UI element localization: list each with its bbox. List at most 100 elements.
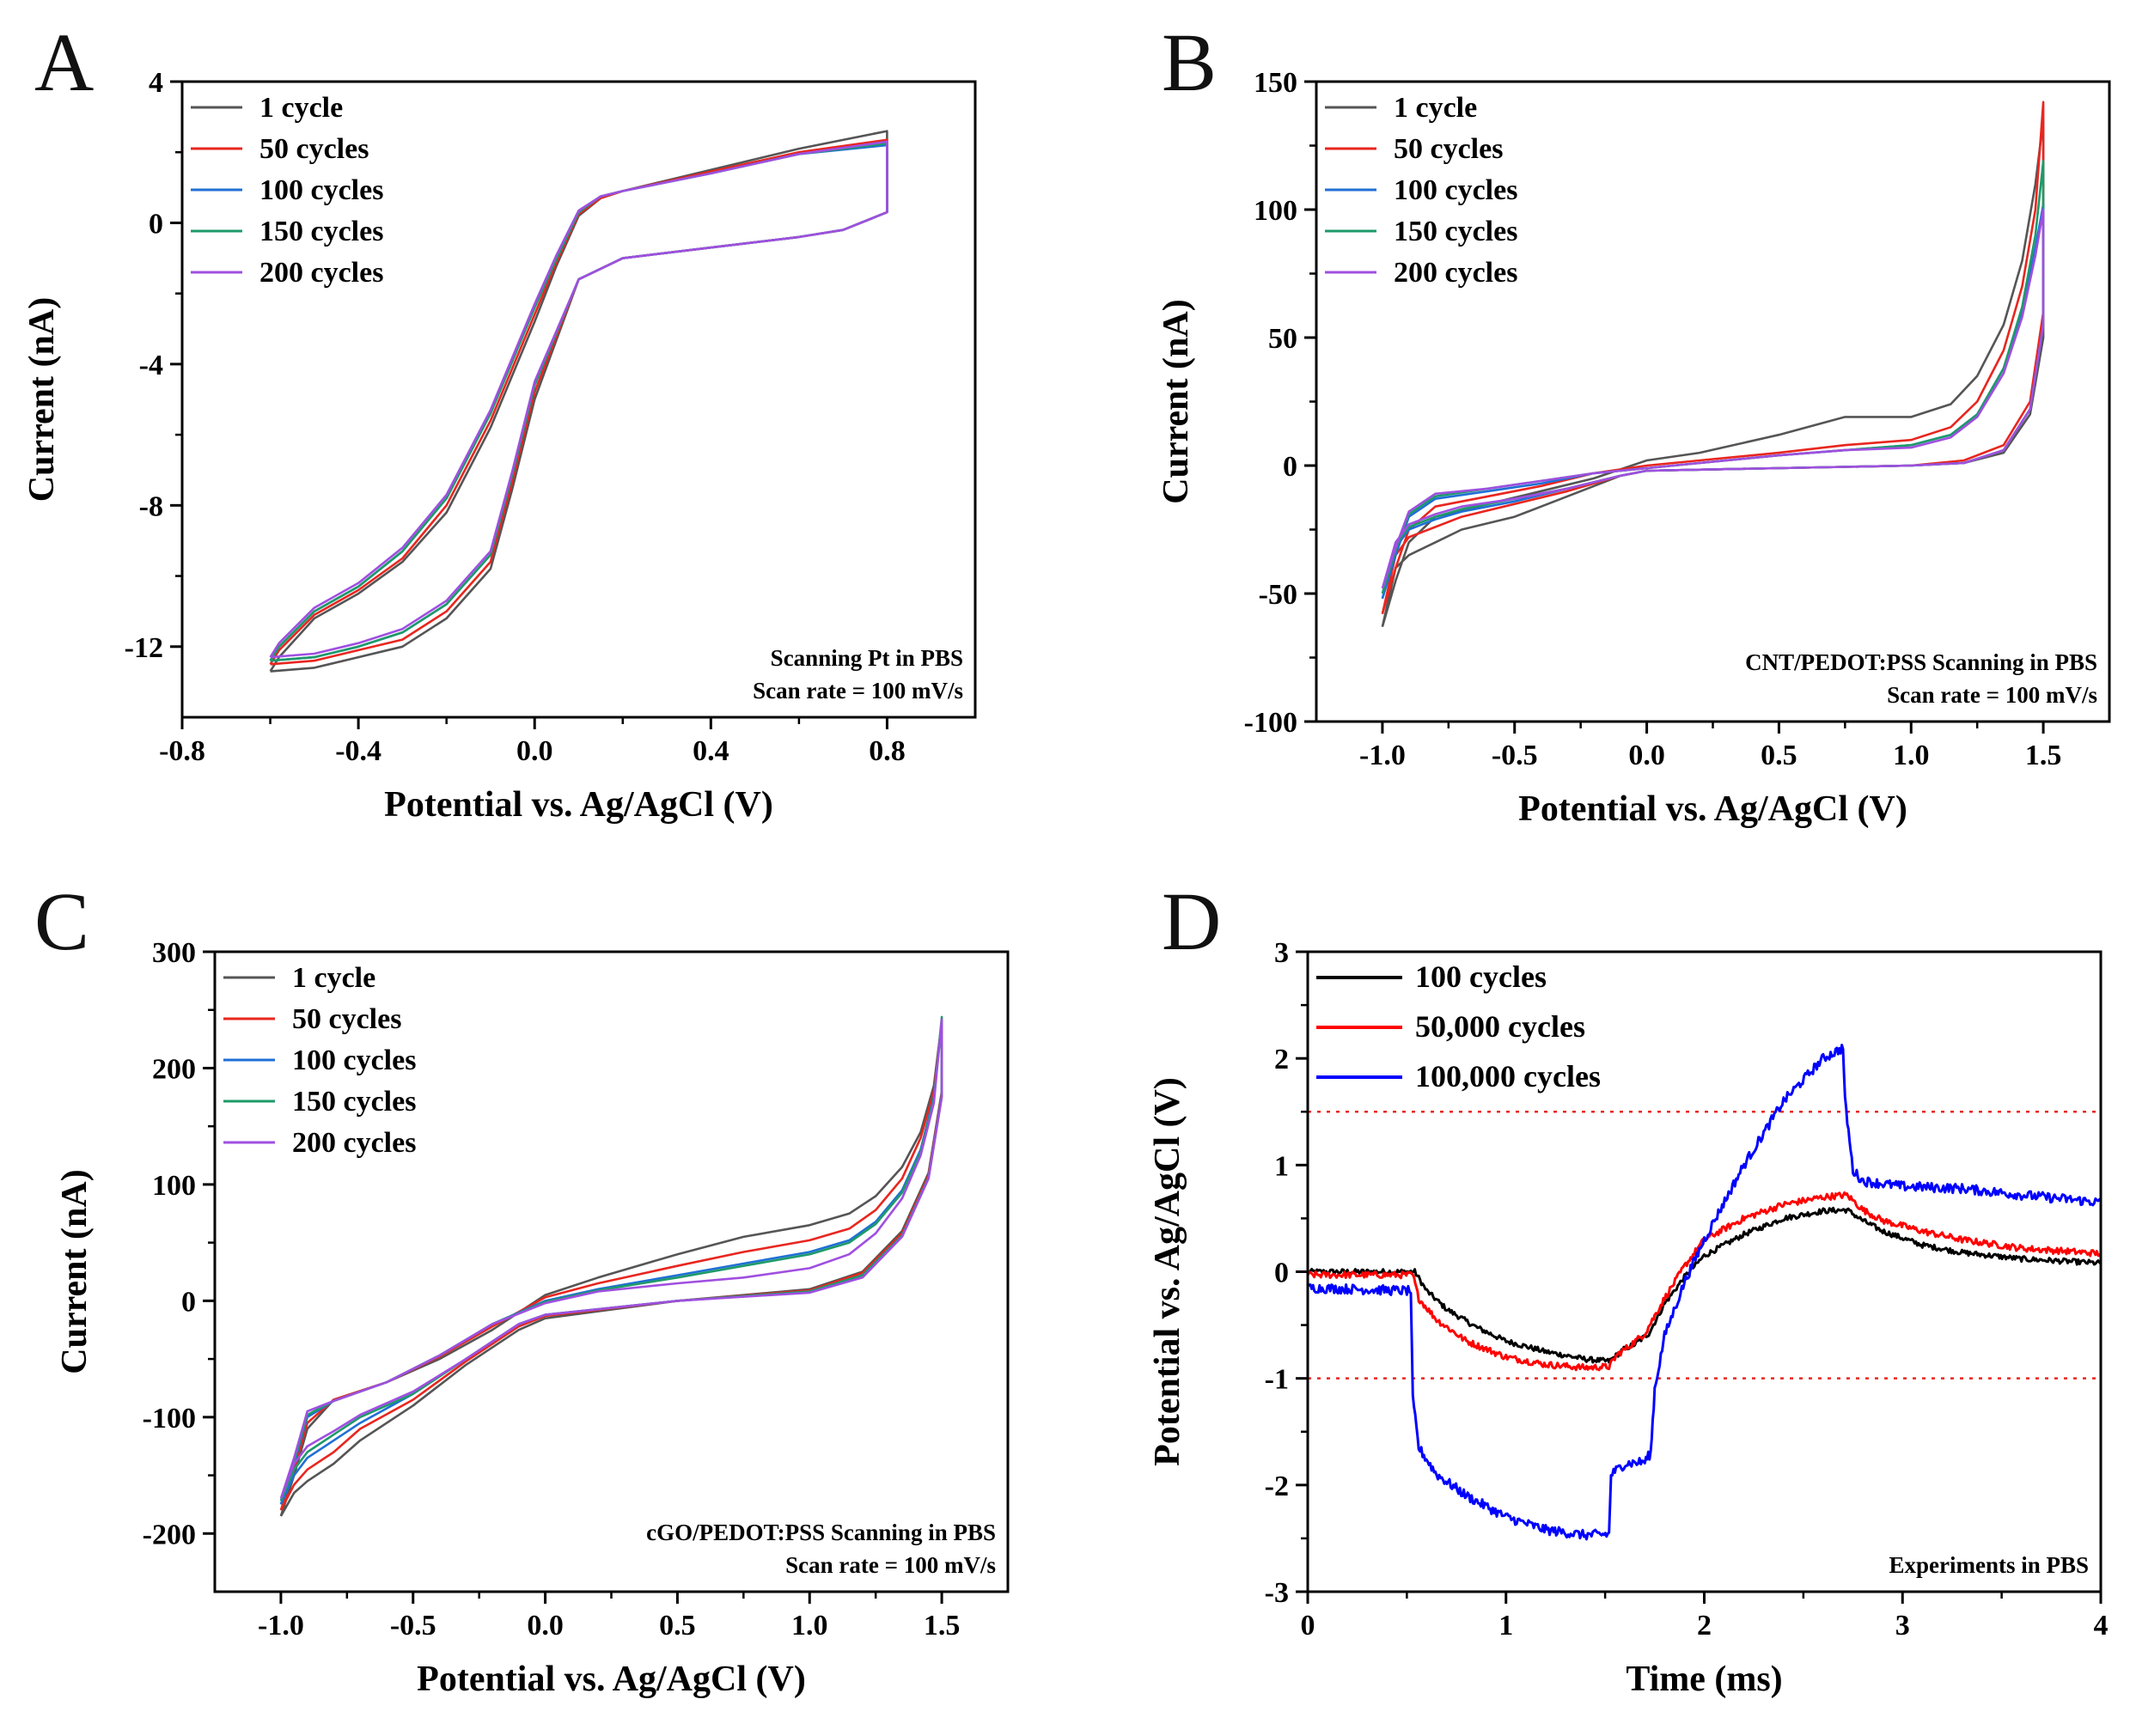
legend-label-b-4: 200 cycles — [1394, 257, 1517, 289]
legend-label-b-1: 50 cycles — [1394, 133, 1503, 165]
panel-b: -1.0 -0.5 0.0 0.5 1.0 1.5 -100 -50 0 50 100 150 Pote… — [1157, 67, 2111, 829]
panel-d: 0 1 2 3 4 -3 -2 -1 0 1 2 3 Time (ms) Potential vs. Ag… — [1148, 937, 2109, 1699]
y-tick-label-b-4: 100 — [1254, 195, 1297, 227]
x-tick-label-a-0: -0.8 — [159, 735, 205, 767]
x-tick-label-b-0: -1.0 — [1359, 740, 1406, 771]
y-tick-label-b-3: 50 — [1268, 323, 1297, 355]
annotation-d-0: Experiments in PBS — [1889, 1552, 2089, 1578]
legend-d: 100 cycles 50,000 cycles 100,000 cycles — [1316, 959, 1601, 1093]
y-tick-label-d-0: -3 — [1265, 1577, 1289, 1609]
y-tick-label-a-1: -8 — [139, 490, 163, 522]
legend-label-d-2: 100,000 cycles — [1415, 1059, 1601, 1093]
annotation-a-1: Scan rate = 100 mV/s — [753, 678, 963, 704]
series-line-d-2 — [1308, 1044, 2101, 1541]
y-tick-label-d-4: 1 — [1274, 1150, 1289, 1182]
x-tick-label-d-3: 3 — [1895, 1610, 1910, 1642]
legend-b: 1 cycle 50 cycles 100 cycles 150 cycles 200 … — [1325, 92, 1517, 289]
x-tick-label-d-2: 2 — [1697, 1610, 1712, 1642]
legend-label-b-3: 150 cycles — [1394, 216, 1517, 247]
legend-label-a-1: 50 cycles — [259, 133, 369, 165]
legend-label-a-4: 200 cycles — [259, 257, 383, 289]
x-tick-label-a-2: 0.0 — [516, 735, 553, 767]
y-tick-label-a-2: -4 — [139, 350, 163, 381]
y-tick-label-d-1: -2 — [1265, 1471, 1289, 1502]
annotation-c-0: cGO/PEDOT:PSS Scanning in PBS — [646, 1520, 996, 1545]
x-tick-label-c-4: 1.0 — [791, 1610, 828, 1642]
legend-label-a-2: 100 cycles — [259, 174, 383, 206]
annotation-a-0: Scanning Pt in PBS — [771, 645, 963, 671]
legend-label-a-0: 1 cycle — [259, 92, 343, 124]
legend-label-b-0: 1 cycle — [1394, 92, 1477, 124]
series-line-b-4 — [1381, 208, 2045, 589]
y-tick-label-c-3: 100 — [152, 1170, 196, 1202]
y-tick-label-c-2: 0 — [181, 1286, 196, 1318]
plot-frame-a — [180, 80, 977, 719]
y-axis-label-b: Current (nA) — [1157, 299, 1196, 503]
x-tick-label-d-4: 4 — [2094, 1610, 2109, 1642]
annotation-b-1: Scan rate = 100 mV/s — [1887, 682, 2097, 708]
y-tick-label-b-5: 150 — [1254, 67, 1297, 99]
x-tick-label-c-2: 0.0 — [527, 1610, 564, 1642]
legend-label-c-4: 200 cycles — [292, 1127, 416, 1159]
y-tick-label-b-2: 0 — [1283, 451, 1297, 483]
legend-label-c-1: 50 cycles — [292, 1003, 401, 1035]
y-tick-label-c-0: -200 — [143, 1519, 196, 1550]
panel-letter-c: C — [34, 875, 89, 967]
series-line-b-1 — [1381, 101, 2045, 615]
y-tick-label-b-1: -50 — [1259, 579, 1297, 611]
y-axis-label-a: Current (nA) — [22, 297, 62, 502]
y-tick-label-a-0: -12 — [125, 632, 163, 664]
x-tick-label-a-4: 0.8 — [869, 735, 906, 767]
legend-label-c-0: 1 cycle — [292, 962, 375, 994]
x-tick-label-a-1: -0.4 — [335, 735, 381, 767]
panel-letter-b: B — [1162, 16, 1217, 108]
panel-letter-d: D — [1162, 875, 1221, 967]
series-line-a-0 — [269, 130, 888, 673]
y-tick-label-c-4: 200 — [152, 1053, 196, 1085]
legend-label-c-2: 100 cycles — [292, 1045, 416, 1076]
legend-label-d-1: 50,000 cycles — [1415, 1009, 1585, 1044]
y-tick-label-d-3: 0 — [1274, 1258, 1289, 1289]
x-axis-label-b: Potential vs. Ag/AgCl (V) — [1518, 789, 1907, 829]
series-line-b-0 — [1381, 119, 2045, 628]
legend-c: 1 cycle 50 cycles 100 cycles 150 cycles 200 … — [223, 962, 416, 1159]
y-axis-label-d: Potential vs. Ag/AgCl (V) — [1148, 1077, 1187, 1466]
series-line-a-1 — [269, 138, 888, 666]
y-tick-label-a-3: 0 — [149, 208, 163, 240]
y-tick-label-d-5: 2 — [1274, 1044, 1289, 1075]
x-tick-label-c-1: -0.5 — [390, 1610, 436, 1642]
x-tick-label-b-5: 1.5 — [2025, 740, 2062, 771]
annotation-b-0: CNT/PEDOT:PSS Scanning in PBS — [1745, 649, 2097, 675]
legend-label-b-2: 100 cycles — [1394, 174, 1517, 206]
panel-c: -1.0 -0.5 0.0 0.5 1.0 1.5 -200 -100 0 100 200 300 Po… — [55, 937, 1010, 1699]
x-tick-label-a-3: 0.4 — [693, 735, 729, 767]
y-axis-label-c: Current (nA) — [55, 1169, 95, 1374]
x-tick-label-b-4: 1.0 — [1893, 740, 1930, 771]
legend-label-c-3: 150 cycles — [292, 1086, 416, 1118]
y-tick-label-d-6: 3 — [1274, 937, 1289, 969]
series-line-d-0 — [1308, 1206, 2101, 1364]
series-line-c-4 — [279, 1018, 943, 1500]
y-tick-label-c-1: -100 — [143, 1403, 196, 1434]
x-axis-label-c: Potential vs. Ag/AgCl (V) — [417, 1660, 806, 1699]
x-axis-label-a: Potential vs. Ag/AgCl (V) — [384, 785, 773, 825]
x-tick-label-c-5: 1.5 — [924, 1610, 961, 1642]
series-line-a-4 — [269, 140, 888, 659]
legend-a: 1 cycle 50 cycles 100 cycles 150 cycles 200 … — [191, 92, 383, 289]
x-tick-label-d-0: 0 — [1301, 1610, 1315, 1642]
y-tick-label-a-4: 4 — [149, 67, 163, 99]
x-axis-label-d: Time (ms) — [1626, 1660, 1782, 1699]
x-tick-label-b-2: 0.0 — [1628, 740, 1665, 771]
x-tick-label-b-3: 0.5 — [1761, 740, 1797, 771]
series-line-b-2 — [1381, 203, 2045, 600]
y-tick-label-b-0: -100 — [1244, 707, 1297, 739]
panel-a: -0.8 -0.4 0.0 0.4 0.8 -12 -8 -4 0 4 Potential vs. … — [22, 67, 977, 825]
x-tick-label-d-1: 1 — [1498, 1610, 1513, 1642]
annotation-c-1: Scan rate = 100 mV/s — [785, 1552, 996, 1578]
panel-letter-a: A — [34, 16, 94, 108]
legend-label-a-3: 150 cycles — [259, 216, 383, 247]
x-tick-label-c-0: -1.0 — [258, 1610, 304, 1642]
y-tick-label-c-5: 300 — [152, 937, 196, 969]
legend-label-d-0: 100 cycles — [1415, 959, 1547, 994]
